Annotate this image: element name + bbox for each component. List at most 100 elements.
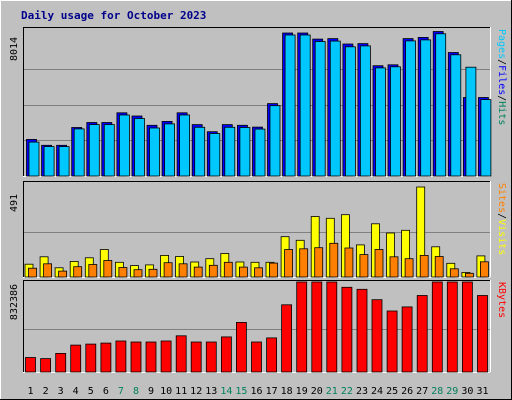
bar-pages-day-6 bbox=[103, 124, 115, 177]
bar-kbytes-day-3 bbox=[55, 352, 67, 373]
x-tick-label: 1 bbox=[27, 386, 33, 397]
legend-entry: Visits bbox=[496, 219, 507, 255]
bar-sites-day-8 bbox=[133, 269, 143, 278]
bar-sites-day-14 bbox=[223, 261, 233, 278]
bar-sites-day-15 bbox=[238, 266, 248, 278]
x-tick-label: 17 bbox=[266, 386, 278, 397]
bar-kbytes-day-17 bbox=[266, 337, 278, 373]
legend-entry: KBytes bbox=[496, 282, 507, 318]
bar-kbytes-day-1 bbox=[25, 357, 36, 373]
legend-entry: Files bbox=[496, 65, 507, 95]
bar-pages-day-19 bbox=[299, 34, 311, 177]
bar-sites-day-16 bbox=[254, 267, 263, 278]
x-tick-label: 6 bbox=[103, 386, 109, 397]
chart-panels: 8014 Pages/Files/Hits 491 Sites/Visits 83238… bbox=[9, 27, 507, 373]
bar-kbytes-day-21 bbox=[326, 281, 338, 373]
bar-pages-day-21 bbox=[329, 40, 341, 177]
x-tick-label: 30 bbox=[461, 386, 473, 397]
bar-kbytes-day-31 bbox=[477, 295, 488, 373]
x-tick-label: 9 bbox=[148, 386, 154, 397]
x-tick-label: 21 bbox=[326, 386, 338, 397]
bar-pages-day-23 bbox=[359, 45, 371, 177]
bar-kbytes-day-23 bbox=[356, 288, 368, 373]
bar-pages-day-27 bbox=[420, 39, 432, 177]
x-tick-label: 3 bbox=[58, 386, 64, 397]
bar-sites-day-29 bbox=[449, 268, 459, 278]
x-tick-label: 15 bbox=[235, 386, 247, 397]
bar-pages-day-20 bbox=[314, 41, 326, 177]
x-tick-label: 18 bbox=[281, 386, 293, 397]
bar-sites-day-5 bbox=[88, 264, 98, 278]
x-tick-label: 14 bbox=[220, 386, 232, 397]
bar-pages-day-28 bbox=[435, 33, 447, 177]
bar-pages-day-30 bbox=[465, 66, 477, 177]
legend-entry: / bbox=[496, 213, 507, 219]
bar-sites-day-21 bbox=[329, 242, 339, 278]
x-axis-labels: 1 2 3 4 5 6 7 8 9 10 11 12 13 14 15 16 17 18 19 20 21 22 23 24 2… bbox=[27, 386, 488, 397]
bar-kbytes-day-26 bbox=[401, 306, 413, 373]
bar-sites-day-10 bbox=[163, 262, 173, 278]
bar-sites-day-7 bbox=[118, 267, 128, 278]
bar-pages-day-7 bbox=[119, 114, 130, 177]
x-tick-label: 11 bbox=[175, 386, 187, 397]
bar-pages-day-14 bbox=[224, 126, 236, 177]
x-tick-label: 24 bbox=[371, 386, 383, 397]
panel-legend: Pages/Files/Hits bbox=[496, 29, 507, 125]
bar-sites-day-22 bbox=[344, 247, 354, 278]
bar-pages-day-17 bbox=[269, 105, 281, 177]
x-tick-label: 4 bbox=[73, 386, 79, 397]
bar-kbytes-day-11 bbox=[175, 335, 187, 373]
panel-hits-files-pages: 8014 Pages/Files/Hits bbox=[9, 27, 507, 177]
bar-sites-day-31 bbox=[479, 261, 489, 278]
bar-sites-day-2 bbox=[43, 263, 52, 278]
bar-sites-day-18 bbox=[284, 249, 294, 278]
x-tick-label: 28 bbox=[431, 386, 443, 397]
bar-pages-day-12 bbox=[194, 126, 206, 177]
bar-kbytes-day-27 bbox=[416, 295, 428, 373]
bar-kbytes-day-4 bbox=[70, 344, 82, 373]
bar-pages-day-4 bbox=[73, 128, 85, 177]
bar-kbytes-day-7 bbox=[115, 340, 127, 373]
legend-entry: Sites bbox=[496, 183, 507, 213]
x-tick-label: 20 bbox=[311, 386, 323, 397]
bar-kbytes-day-20 bbox=[311, 281, 323, 373]
x-tick-label: 12 bbox=[190, 386, 202, 397]
bar-pages-day-1 bbox=[28, 141, 40, 177]
x-tick-label: 29 bbox=[446, 386, 458, 397]
bar-pages-day-2 bbox=[43, 146, 55, 177]
bar-sites-day-17 bbox=[269, 262, 278, 278]
bar-sites-day-23 bbox=[359, 254, 369, 278]
bar-kbytes-day-19 bbox=[296, 281, 308, 373]
bar-pages-day-29 bbox=[450, 54, 462, 177]
bar-sites-day-27 bbox=[419, 254, 429, 278]
bar-kbytes-day-28 bbox=[431, 281, 443, 373]
bar-pages-day-13 bbox=[209, 133, 221, 177]
bar-kbytes-day-8 bbox=[130, 341, 142, 373]
bar-pages-day-5 bbox=[88, 124, 100, 177]
chart-title: Daily usage for October 2023 bbox=[21, 9, 206, 22]
bar-pages-day-26 bbox=[405, 40, 417, 177]
bar-pages-day-15 bbox=[239, 127, 251, 177]
bar-sites-day-20 bbox=[314, 247, 324, 278]
bar-kbytes-day-10 bbox=[160, 340, 172, 373]
x-tick-label: 23 bbox=[356, 386, 368, 397]
bar-pages-day-31 bbox=[480, 99, 492, 177]
bar-kbytes-day-9 bbox=[145, 341, 157, 373]
x-tick-label: 25 bbox=[386, 386, 398, 397]
x-tick-label: 31 bbox=[476, 386, 488, 397]
bar-sites-day-4 bbox=[73, 266, 83, 278]
bar-pages-day-9 bbox=[149, 127, 160, 177]
bar-kbytes-day-6 bbox=[100, 342, 112, 373]
x-tick-label: 16 bbox=[250, 386, 262, 397]
bar-pages-day-22 bbox=[344, 46, 356, 177]
panel-kbytes: 832386 KBytes bbox=[9, 280, 507, 373]
bar-pages-day-10 bbox=[164, 123, 176, 177]
panel-legend: Sites/Visits bbox=[496, 183, 507, 255]
y-axis-max-label: 491 bbox=[9, 194, 20, 212]
y-axis-max-label: 8014 bbox=[9, 37, 20, 61]
bar-sites-day-12 bbox=[193, 266, 203, 278]
bar-kbytes-day-2 bbox=[40, 358, 51, 373]
bar-sites-day-3 bbox=[58, 270, 67, 278]
bar-sites-day-6 bbox=[103, 260, 113, 278]
panel-visits-sites: 491 Sites/Visits bbox=[9, 181, 507, 278]
